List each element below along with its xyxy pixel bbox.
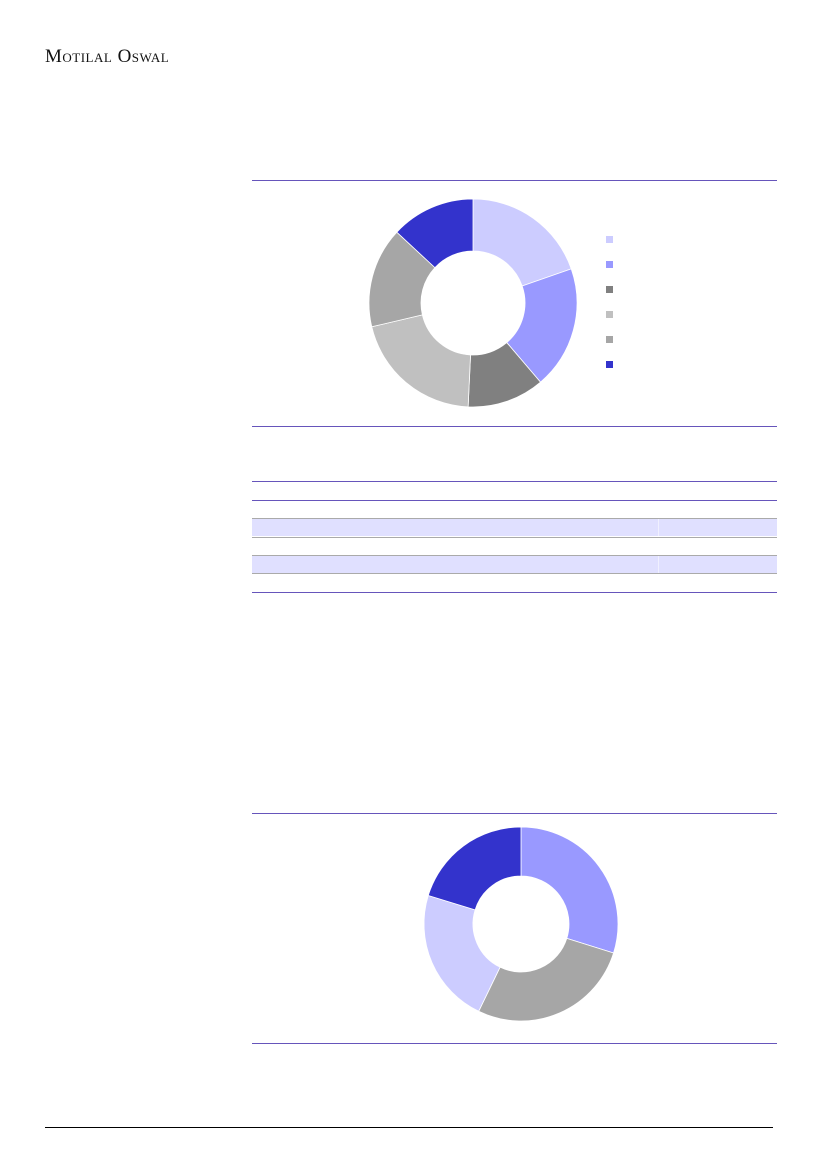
figure2-bottom-rule — [252, 1043, 777, 1044]
legend-swatch-3 — [606, 286, 613, 293]
donut1-slice-4 — [371, 314, 471, 408]
table-header-rule — [252, 500, 777, 501]
legend-swatch-1 — [606, 236, 613, 243]
table-row-rule — [252, 537, 777, 538]
donut1-slice-6 — [396, 198, 474, 269]
table-top-rule — [252, 481, 777, 482]
table-row — [252, 519, 777, 536]
donut1-slice-1 — [472, 198, 572, 287]
legend-swatch-2 — [606, 261, 613, 268]
table-row-rule — [252, 555, 777, 556]
figure-top-rule — [252, 180, 777, 181]
donut2-slice-3 — [423, 895, 501, 1012]
logo: Motilal Oswal — [45, 46, 170, 67]
table-row-rule — [252, 518, 777, 519]
figure2-top-rule — [252, 813, 777, 814]
donut2-slice-4 — [427, 826, 522, 911]
legend-swatch-6 — [606, 361, 613, 368]
donut2-slice-1 — [520, 826, 619, 954]
footer-rule — [45, 1127, 773, 1128]
table-row-rule — [252, 573, 777, 574]
legend-swatch-4 — [606, 311, 613, 318]
donut2-slice-2 — [478, 937, 615, 1022]
table-bottom-rule — [252, 592, 777, 593]
figure-bottom-rule — [252, 426, 777, 427]
legend-swatch-5 — [606, 336, 613, 343]
table-row — [252, 556, 777, 573]
